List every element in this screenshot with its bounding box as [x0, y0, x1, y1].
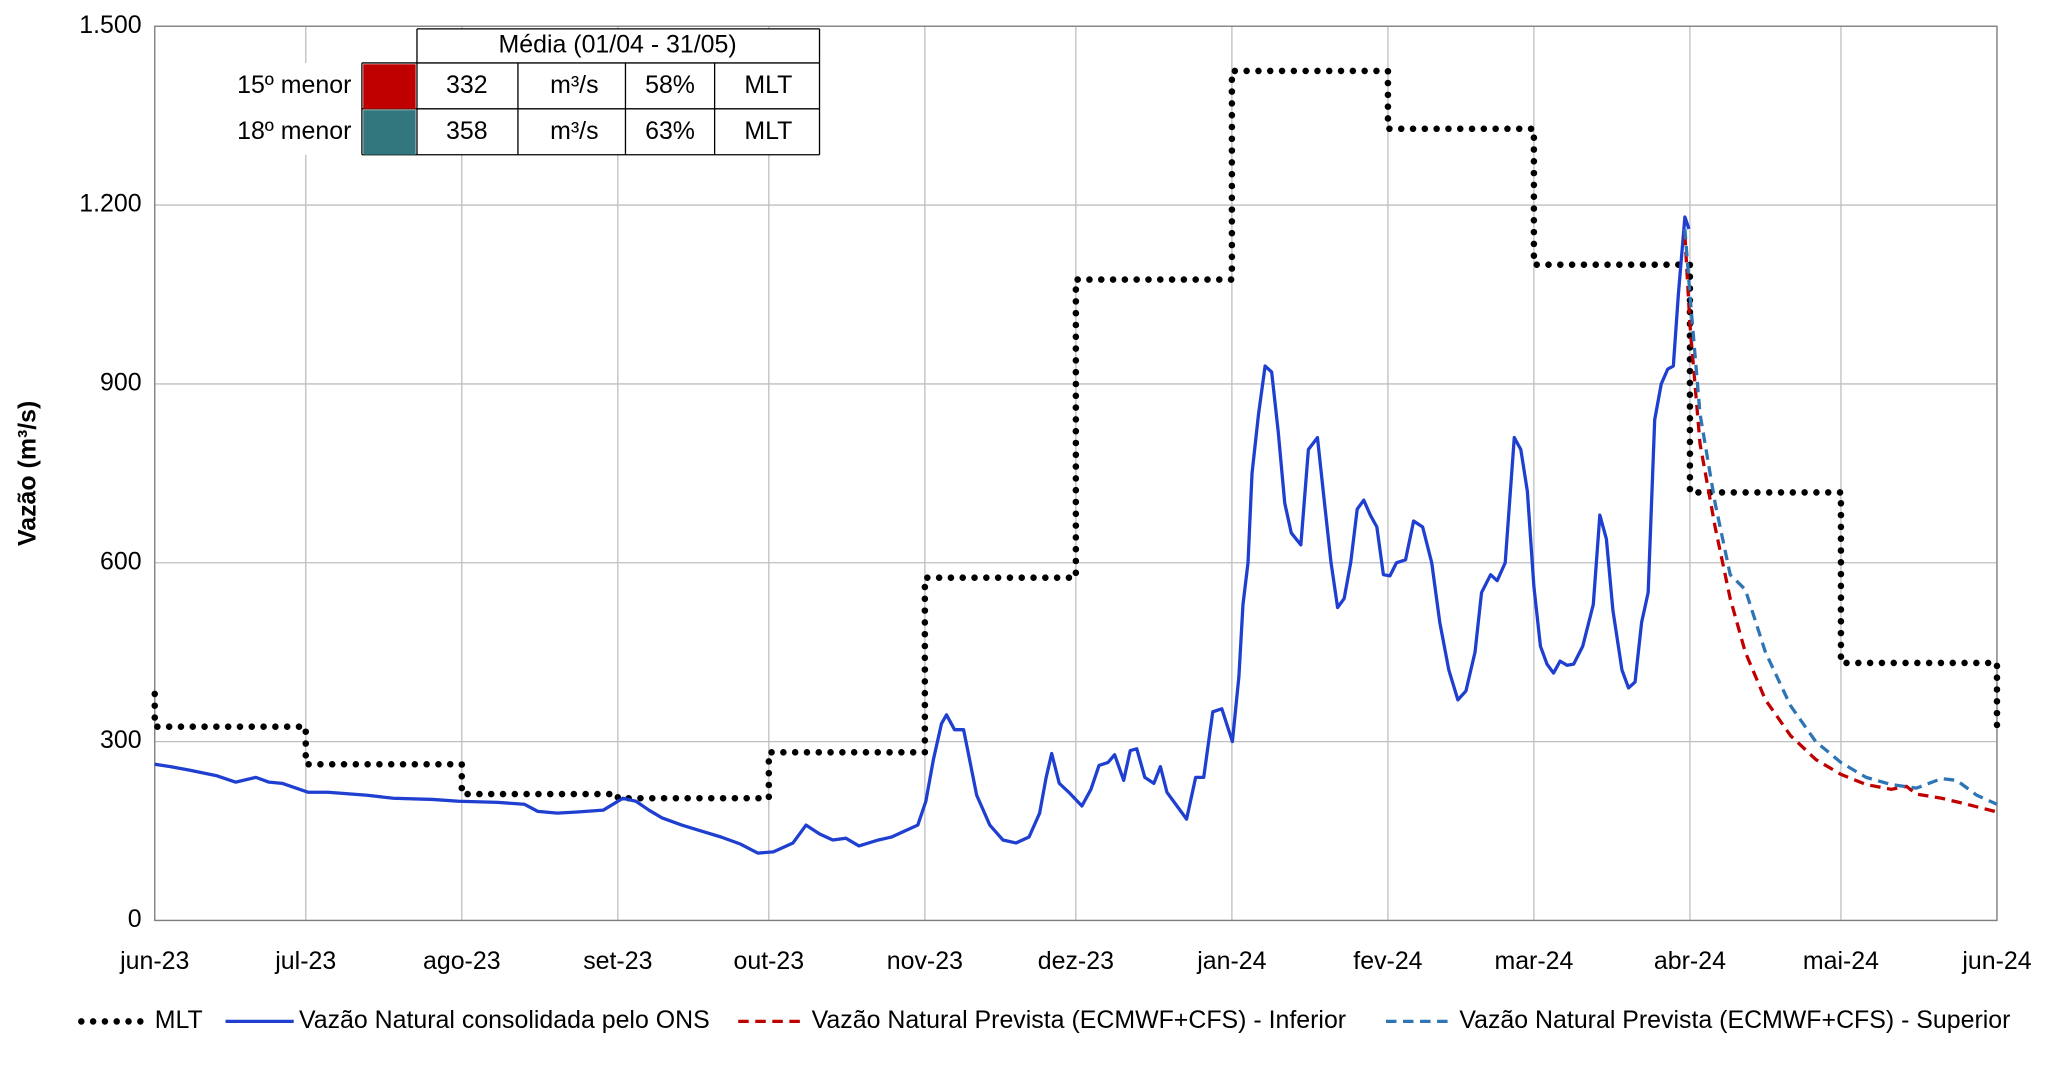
x-tick-label: set-23	[583, 947, 652, 975]
y-tick-label: 600	[100, 547, 142, 575]
series-line	[1683, 234, 1998, 814]
row-value: 332	[446, 71, 488, 99]
series-line	[154, 215, 1691, 855]
row-ref: MLT	[744, 117, 792, 145]
row-percent: 58%	[645, 71, 695, 99]
x-tick-label: jun-24	[1961, 947, 2031, 975]
row-value: 358	[446, 117, 488, 145]
legend-label: Vazão Natural Prevista (ECMWF+CFS) - Inf…	[812, 1006, 1346, 1034]
summary-table: Média (01/04 - 31/05) 15º menor 332 m³/s 58%…	[209, 28, 821, 156]
row-unit: m³/s	[550, 117, 598, 145]
x-tick-label: jun-23	[119, 947, 189, 975]
y-tick-label: 900	[100, 368, 142, 396]
table-header: Média (01/04 - 31/05)	[499, 30, 737, 58]
x-tick-label: mai-24	[1803, 947, 1879, 975]
x-tick-label: abr-24	[1654, 947, 1726, 975]
y-axis-label: Vazão (m³/s)	[13, 401, 41, 546]
x-tick-label: mar-24	[1494, 947, 1573, 975]
row-color	[363, 64, 416, 109]
legend-label: MLT	[155, 1006, 203, 1034]
series-line	[1683, 228, 1998, 806]
row-color	[363, 110, 416, 155]
y-tick-label: 1.200	[79, 190, 141, 218]
x-tick-label: jan-24	[1196, 947, 1266, 975]
plot-border	[154, 25, 1998, 922]
y-tick-label: 1.500	[79, 11, 141, 39]
x-tick-label: nov-23	[887, 947, 963, 975]
row-percent: 63%	[645, 117, 695, 145]
row-ref: MLT	[744, 71, 792, 99]
x-tick-label: jul-23	[274, 947, 336, 975]
x-tick-label: out-23	[734, 947, 805, 975]
legend-label: Vazão Natural Prevista (ECMWF+CFS) - Sup…	[1459, 1006, 2010, 1034]
x-tick-label: dez-23	[1038, 947, 1114, 975]
legend-label: Vazão Natural consolidada pelo ONS	[299, 1006, 710, 1034]
row-label: 15º menor	[237, 71, 351, 99]
y-tick-label: 300	[100, 726, 142, 754]
y-tick-label: 0	[128, 905, 142, 933]
x-tick-label: ago-23	[423, 947, 501, 975]
series-line	[151, 67, 2001, 802]
row-unit: m³/s	[550, 71, 598, 99]
x-tick-label: fev-24	[1353, 947, 1422, 975]
table-bg	[416, 28, 820, 63]
row-label: 18º menor	[237, 117, 351, 145]
